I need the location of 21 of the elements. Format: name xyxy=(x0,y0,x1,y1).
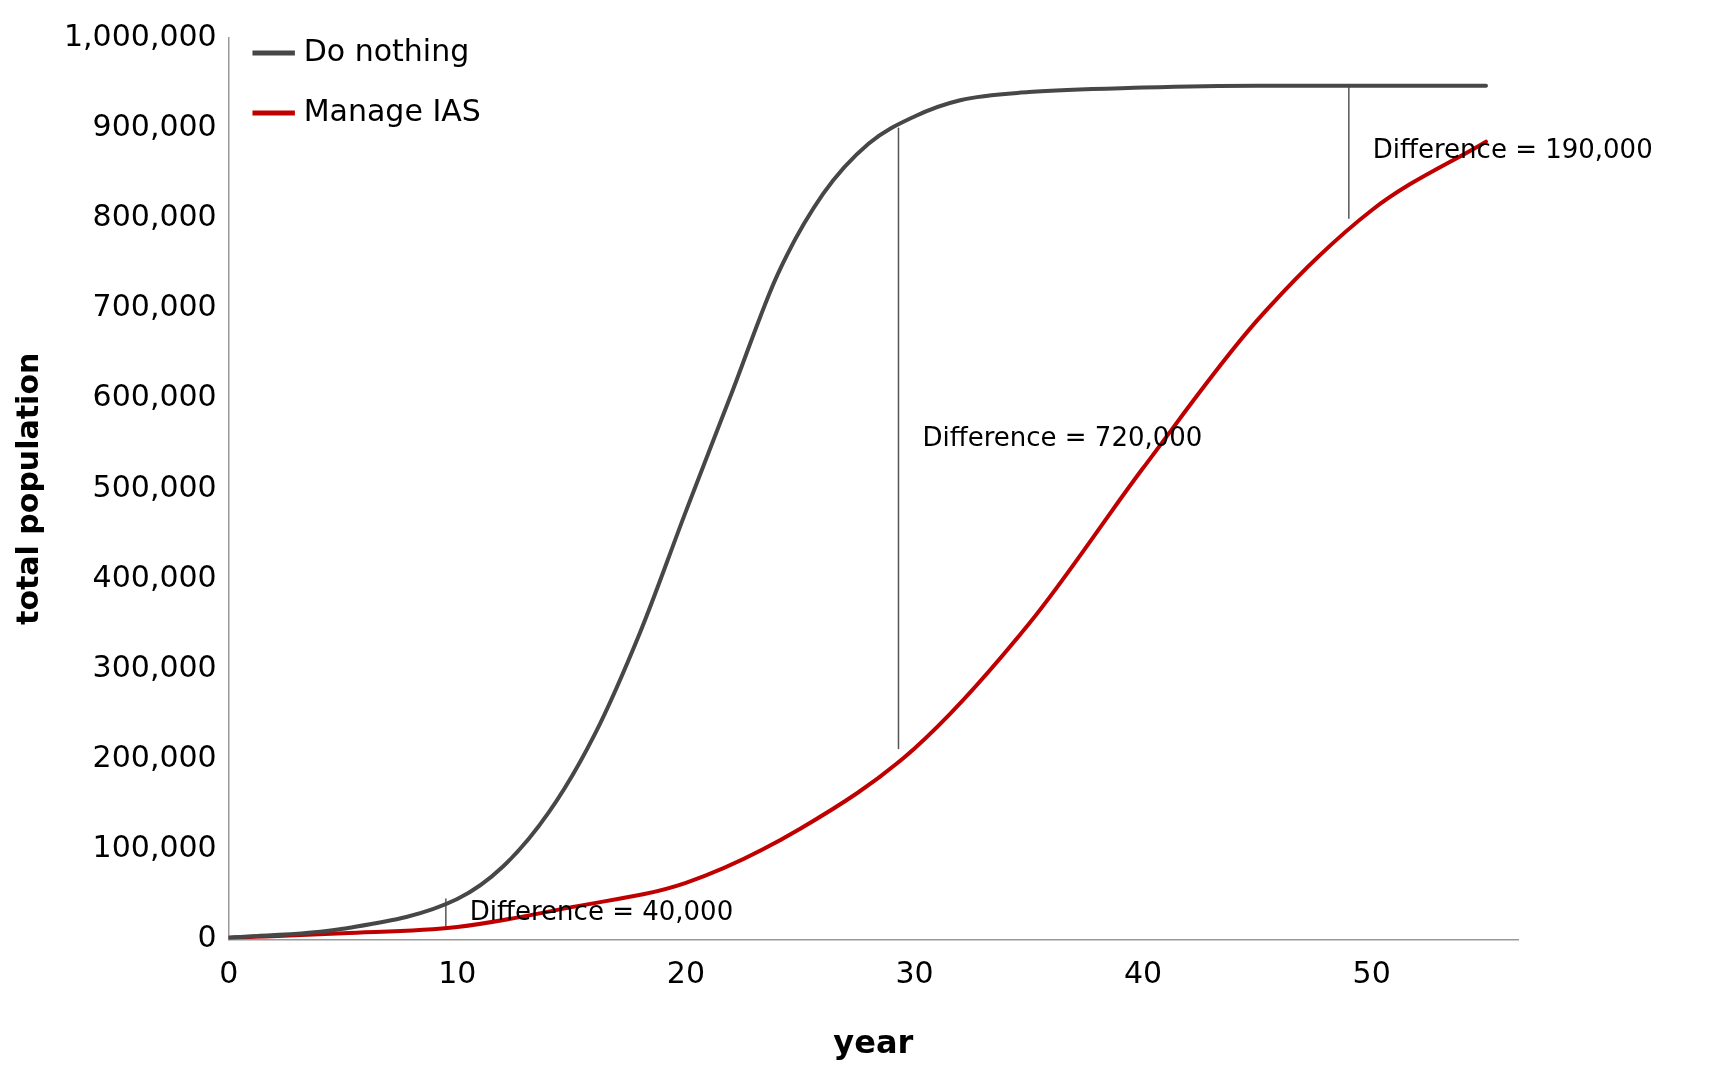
y-tick-label: 700,000 xyxy=(92,288,217,324)
y-tick-label: 400,000 xyxy=(92,558,217,594)
y-tick-label: 500,000 xyxy=(92,468,217,504)
x-tick-label: 30 xyxy=(895,955,934,991)
y-tick-label: 100,000 xyxy=(92,829,217,865)
y-tick-label: 300,000 xyxy=(92,648,217,684)
y-tick-label: 800,000 xyxy=(92,198,217,234)
y-tick-label: 900,000 xyxy=(92,107,217,143)
x-tick-label: 20 xyxy=(666,955,705,991)
y-tick-label: 1,000,000 xyxy=(63,17,217,53)
x-tick-label: 40 xyxy=(1124,955,1163,991)
legend-label: Do nothing xyxy=(303,32,470,68)
x-tick-label: 50 xyxy=(1352,955,1391,991)
y-tick-label: 200,000 xyxy=(92,739,217,775)
legend-label: Manage IAS xyxy=(303,92,481,128)
y-axis-title: total population xyxy=(9,352,45,625)
y-tick-label: 600,000 xyxy=(92,378,217,414)
x-axis-title: year xyxy=(833,1023,914,1062)
x-tick-label: 0 xyxy=(219,955,239,991)
y-tick-label: 0 xyxy=(197,919,217,955)
x-tick-label: 10 xyxy=(438,955,477,991)
